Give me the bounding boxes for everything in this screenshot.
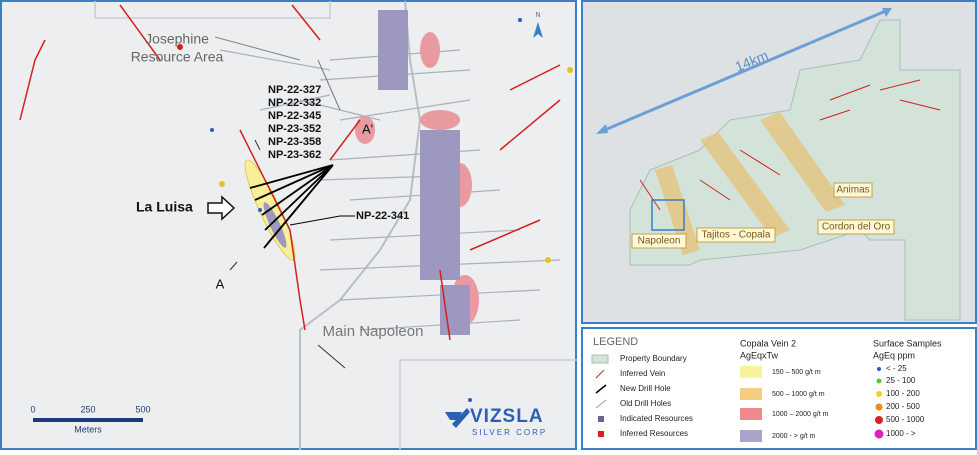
sample-class: 1000 - > [886, 429, 916, 438]
zone-label: Animas [836, 185, 869, 196]
legend-item: New Drill Hole [620, 384, 671, 393]
sample-classes: < - 25 25 - 100 100 - 200 200 - 500 500 … [874, 364, 925, 439]
north-arrow [533, 22, 543, 38]
vein-class: 2000 - > g/t m [772, 433, 816, 440]
zone-label: Napoleon [638, 236, 681, 247]
vein-title: Copala Vein 2 [740, 338, 796, 348]
scale-tick: 0 [30, 404, 35, 414]
samples-title: Surface Samples [873, 338, 942, 348]
zone-label: Main Napoleon [323, 323, 424, 340]
scale-tick: 250 [80, 404, 95, 414]
scale-tick: 500 [135, 404, 150, 414]
drill-hole-label: NP-23-358 [268, 136, 321, 148]
logo: VIZSLA SILVER CORP [445, 406, 547, 437]
sample-class: 200 - 500 [886, 402, 920, 411]
drill-hole-label: NP-22-327 [268, 84, 321, 96]
vein-classes: 150 – 500 g/t m 500 – 1000 g/t m 1000 – … [740, 366, 829, 442]
area-label: Josephine [145, 31, 209, 47]
zone-labels: Animas Napoleon Tajitos - Copala Cordon … [631, 182, 895, 249]
zone-label: Tajitos - Copala [702, 230, 771, 241]
north-label: N [535, 12, 540, 19]
sample-class: 500 - 1000 [886, 415, 925, 424]
area-label: Resource Area [131, 49, 224, 65]
zone-label: Cordon del Oro [822, 222, 891, 233]
logo-name: VIZSLA [470, 406, 544, 427]
vein-class: 1000 – 2000 g/t m [772, 411, 829, 418]
legend [581, 327, 977, 450]
drill-hole-label: NP-23-362 [268, 149, 321, 161]
sample-class: < - 25 [886, 364, 907, 373]
distance-arrow [599, 8, 889, 134]
legend-title: LEGEND [593, 336, 638, 348]
left-map [0, 0, 577, 450]
section-label: A [216, 276, 225, 291]
drill-hole-label: NP-22-341 [356, 210, 409, 222]
samples-subtitle: AgEq ppm [873, 350, 915, 360]
target-arrow [207, 195, 236, 221]
section-label: A' [362, 121, 373, 136]
scale-bar: 0 250 500 Meters [30, 404, 150, 434]
vein-subtitle: AgEqxTw [740, 350, 779, 360]
drill-hole-label: NP-22-345 [268, 110, 321, 122]
vein-class: 500 – 1000 g/t m [772, 391, 825, 398]
legend-items: Property Boundary Inferred Vein New Dril… [591, 354, 693, 438]
sample-class: 25 - 100 [886, 376, 916, 385]
scale-unit: Meters [74, 424, 102, 434]
sample-class: 100 - 200 [886, 389, 920, 398]
vein-class: 150 – 500 g/t m [772, 369, 821, 376]
legend-item: Indicated Resources [620, 414, 693, 423]
inset-box [651, 199, 685, 231]
map-features [19, 0, 577, 450]
legend-item: Inferred Vein [620, 369, 665, 378]
target-label: La Luisa [136, 199, 193, 215]
drill-hole-label: NP-22-332 [268, 97, 321, 109]
drill-hole-labels: NP-22-327 NP-22-332 NP-22-345 NP-23-352 … [268, 84, 321, 161]
logo-sub: SILVER CORP [472, 428, 547, 437]
legend-item: Inferred Resources [620, 429, 688, 438]
vein-zones [655, 112, 845, 255]
legend-item: Property Boundary [620, 354, 687, 363]
legend-item: Old Drill Holes [620, 399, 671, 408]
veins [639, 79, 941, 211]
drill-hole-label: NP-23-352 [268, 123, 321, 135]
